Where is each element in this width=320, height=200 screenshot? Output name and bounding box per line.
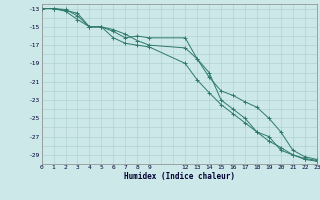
X-axis label: Humidex (Indice chaleur): Humidex (Indice chaleur) (124, 172, 235, 181)
